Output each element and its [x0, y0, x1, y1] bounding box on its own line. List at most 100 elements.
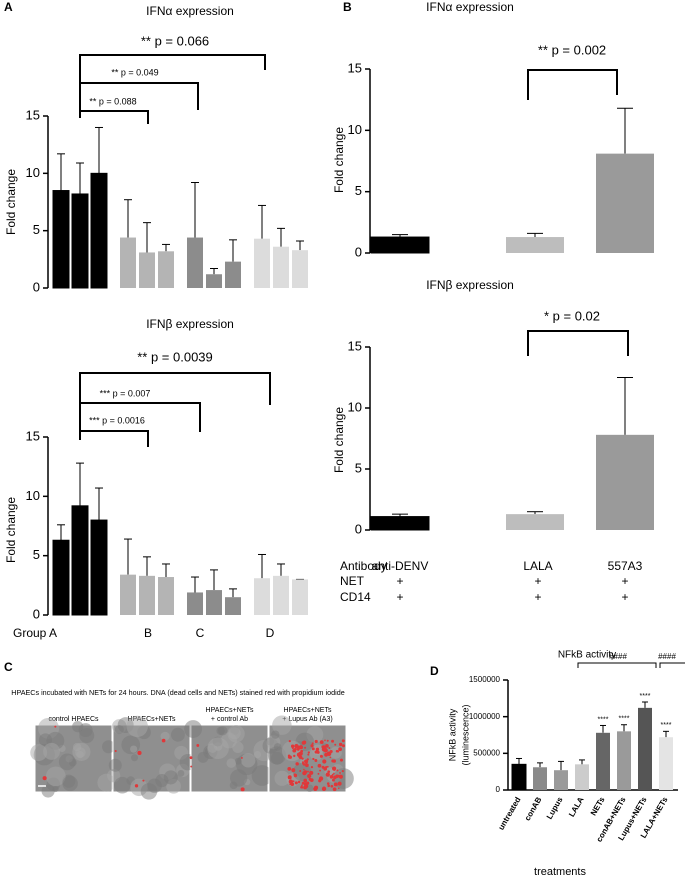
- x-axis-label: treatments: [534, 866, 586, 878]
- red-stain: [307, 770, 309, 773]
- significance-label: * p = 0.02: [544, 308, 600, 323]
- red-stain: [325, 772, 330, 777]
- cell-texture: [113, 776, 131, 794]
- cell-texture: [232, 741, 244, 754]
- y-tick-label: 10: [348, 399, 362, 414]
- red-stain: [137, 750, 142, 755]
- red-stain: [303, 785, 307, 790]
- bar: [638, 707, 652, 790]
- cell-texture: [226, 758, 236, 768]
- condition-cell: +: [621, 574, 628, 588]
- cell-texture: [58, 753, 76, 771]
- y-axis-label: (luminescence): [460, 704, 470, 765]
- red-stain: [314, 739, 318, 744]
- red-stain: [303, 778, 308, 783]
- red-stain: [304, 759, 309, 764]
- significance-bracket: [79, 82, 199, 118]
- red-stain: [310, 765, 314, 769]
- red-stain: [307, 773, 312, 779]
- chart-title: NFkB activity: [558, 650, 616, 661]
- red-stain: [189, 756, 193, 760]
- chart-title: IFNβ expression: [146, 317, 234, 331]
- significance-bracket: [79, 402, 201, 440]
- cell-texture: [184, 720, 203, 738]
- red-stain: [335, 774, 339, 779]
- red-stain: [328, 747, 331, 749]
- red-stain: [287, 755, 292, 759]
- red-stain: [326, 739, 329, 742]
- chart-title: IFNβ expression: [426, 278, 514, 292]
- cell-texture: [271, 730, 280, 739]
- cell-texture: [140, 783, 158, 800]
- cell-texture: [126, 715, 148, 738]
- red-stain: [305, 763, 309, 768]
- red-stain: [341, 739, 345, 743]
- x-tick-label: Lupus: [545, 795, 565, 821]
- red-stain: [319, 754, 323, 758]
- red-stain: [322, 786, 326, 791]
- cell-texture: [207, 737, 229, 760]
- significance-label: ** p = 0.088: [89, 96, 136, 106]
- condition-cell: +: [534, 590, 541, 604]
- red-stain: [341, 769, 344, 773]
- x-tick-label: B: [144, 626, 152, 640]
- chart-title: IFNα expression: [426, 0, 514, 14]
- red-stain: [302, 763, 306, 766]
- red-stain: [333, 772, 335, 775]
- red-stain: [310, 744, 314, 748]
- bar: [254, 238, 270, 288]
- significance-bracket: [79, 430, 149, 447]
- bar: [52, 190, 70, 289]
- significance-label: *** p = 0.0016: [89, 415, 145, 425]
- red-stain: [336, 769, 339, 772]
- red-stain: [114, 750, 117, 753]
- micrograph-label: HPAECs+NETs: [128, 716, 176, 723]
- red-stain: [319, 769, 322, 772]
- condition-cell: LALA: [523, 559, 552, 573]
- red-stain: [297, 780, 301, 784]
- cell-texture: [79, 728, 95, 744]
- red-stain: [42, 776, 47, 781]
- bar: [554, 770, 568, 790]
- bar: [533, 767, 547, 790]
- bar: [139, 575, 155, 615]
- red-stain: [291, 768, 296, 773]
- red-stain: [296, 747, 300, 751]
- cell-texture: [234, 757, 242, 765]
- red-stain: [311, 742, 314, 745]
- red-stain: [293, 754, 296, 758]
- cell-texture: [228, 727, 241, 740]
- red-stain: [301, 761, 305, 764]
- cell-texture: [170, 727, 185, 742]
- red-stain: [299, 770, 302, 772]
- red-stain: [309, 770, 314, 775]
- bar: [596, 732, 610, 790]
- bar: [575, 764, 589, 790]
- red-stain: [240, 756, 243, 759]
- red-stain: [287, 766, 292, 771]
- bar: [370, 236, 430, 254]
- red-stain: [337, 781, 342, 786]
- red-stain: [304, 746, 307, 749]
- y-tick-label: 5: [33, 222, 40, 237]
- cell-texture: [197, 751, 209, 763]
- red-stain: [308, 777, 312, 781]
- bar: [292, 250, 308, 288]
- cell-texture: [76, 750, 84, 759]
- significance-label: ** p = 0.066: [141, 33, 209, 48]
- significance-label: ****: [619, 716, 630, 723]
- significance-bracket: [79, 54, 266, 118]
- y-tick-label: 1500000: [469, 675, 501, 684]
- bar: [120, 237, 136, 288]
- red-stain: [317, 763, 322, 768]
- condition-cell: +: [621, 590, 628, 604]
- red-stain: [307, 753, 310, 756]
- red-stain: [327, 770, 331, 774]
- y-tick-label: 15: [26, 107, 40, 122]
- red-stain: [327, 784, 331, 788]
- cell-texture: [292, 762, 312, 782]
- bar: [225, 261, 241, 288]
- y-tick-label: 10: [348, 122, 362, 137]
- red-stain: [334, 743, 337, 746]
- x-tick-label: C: [196, 626, 205, 640]
